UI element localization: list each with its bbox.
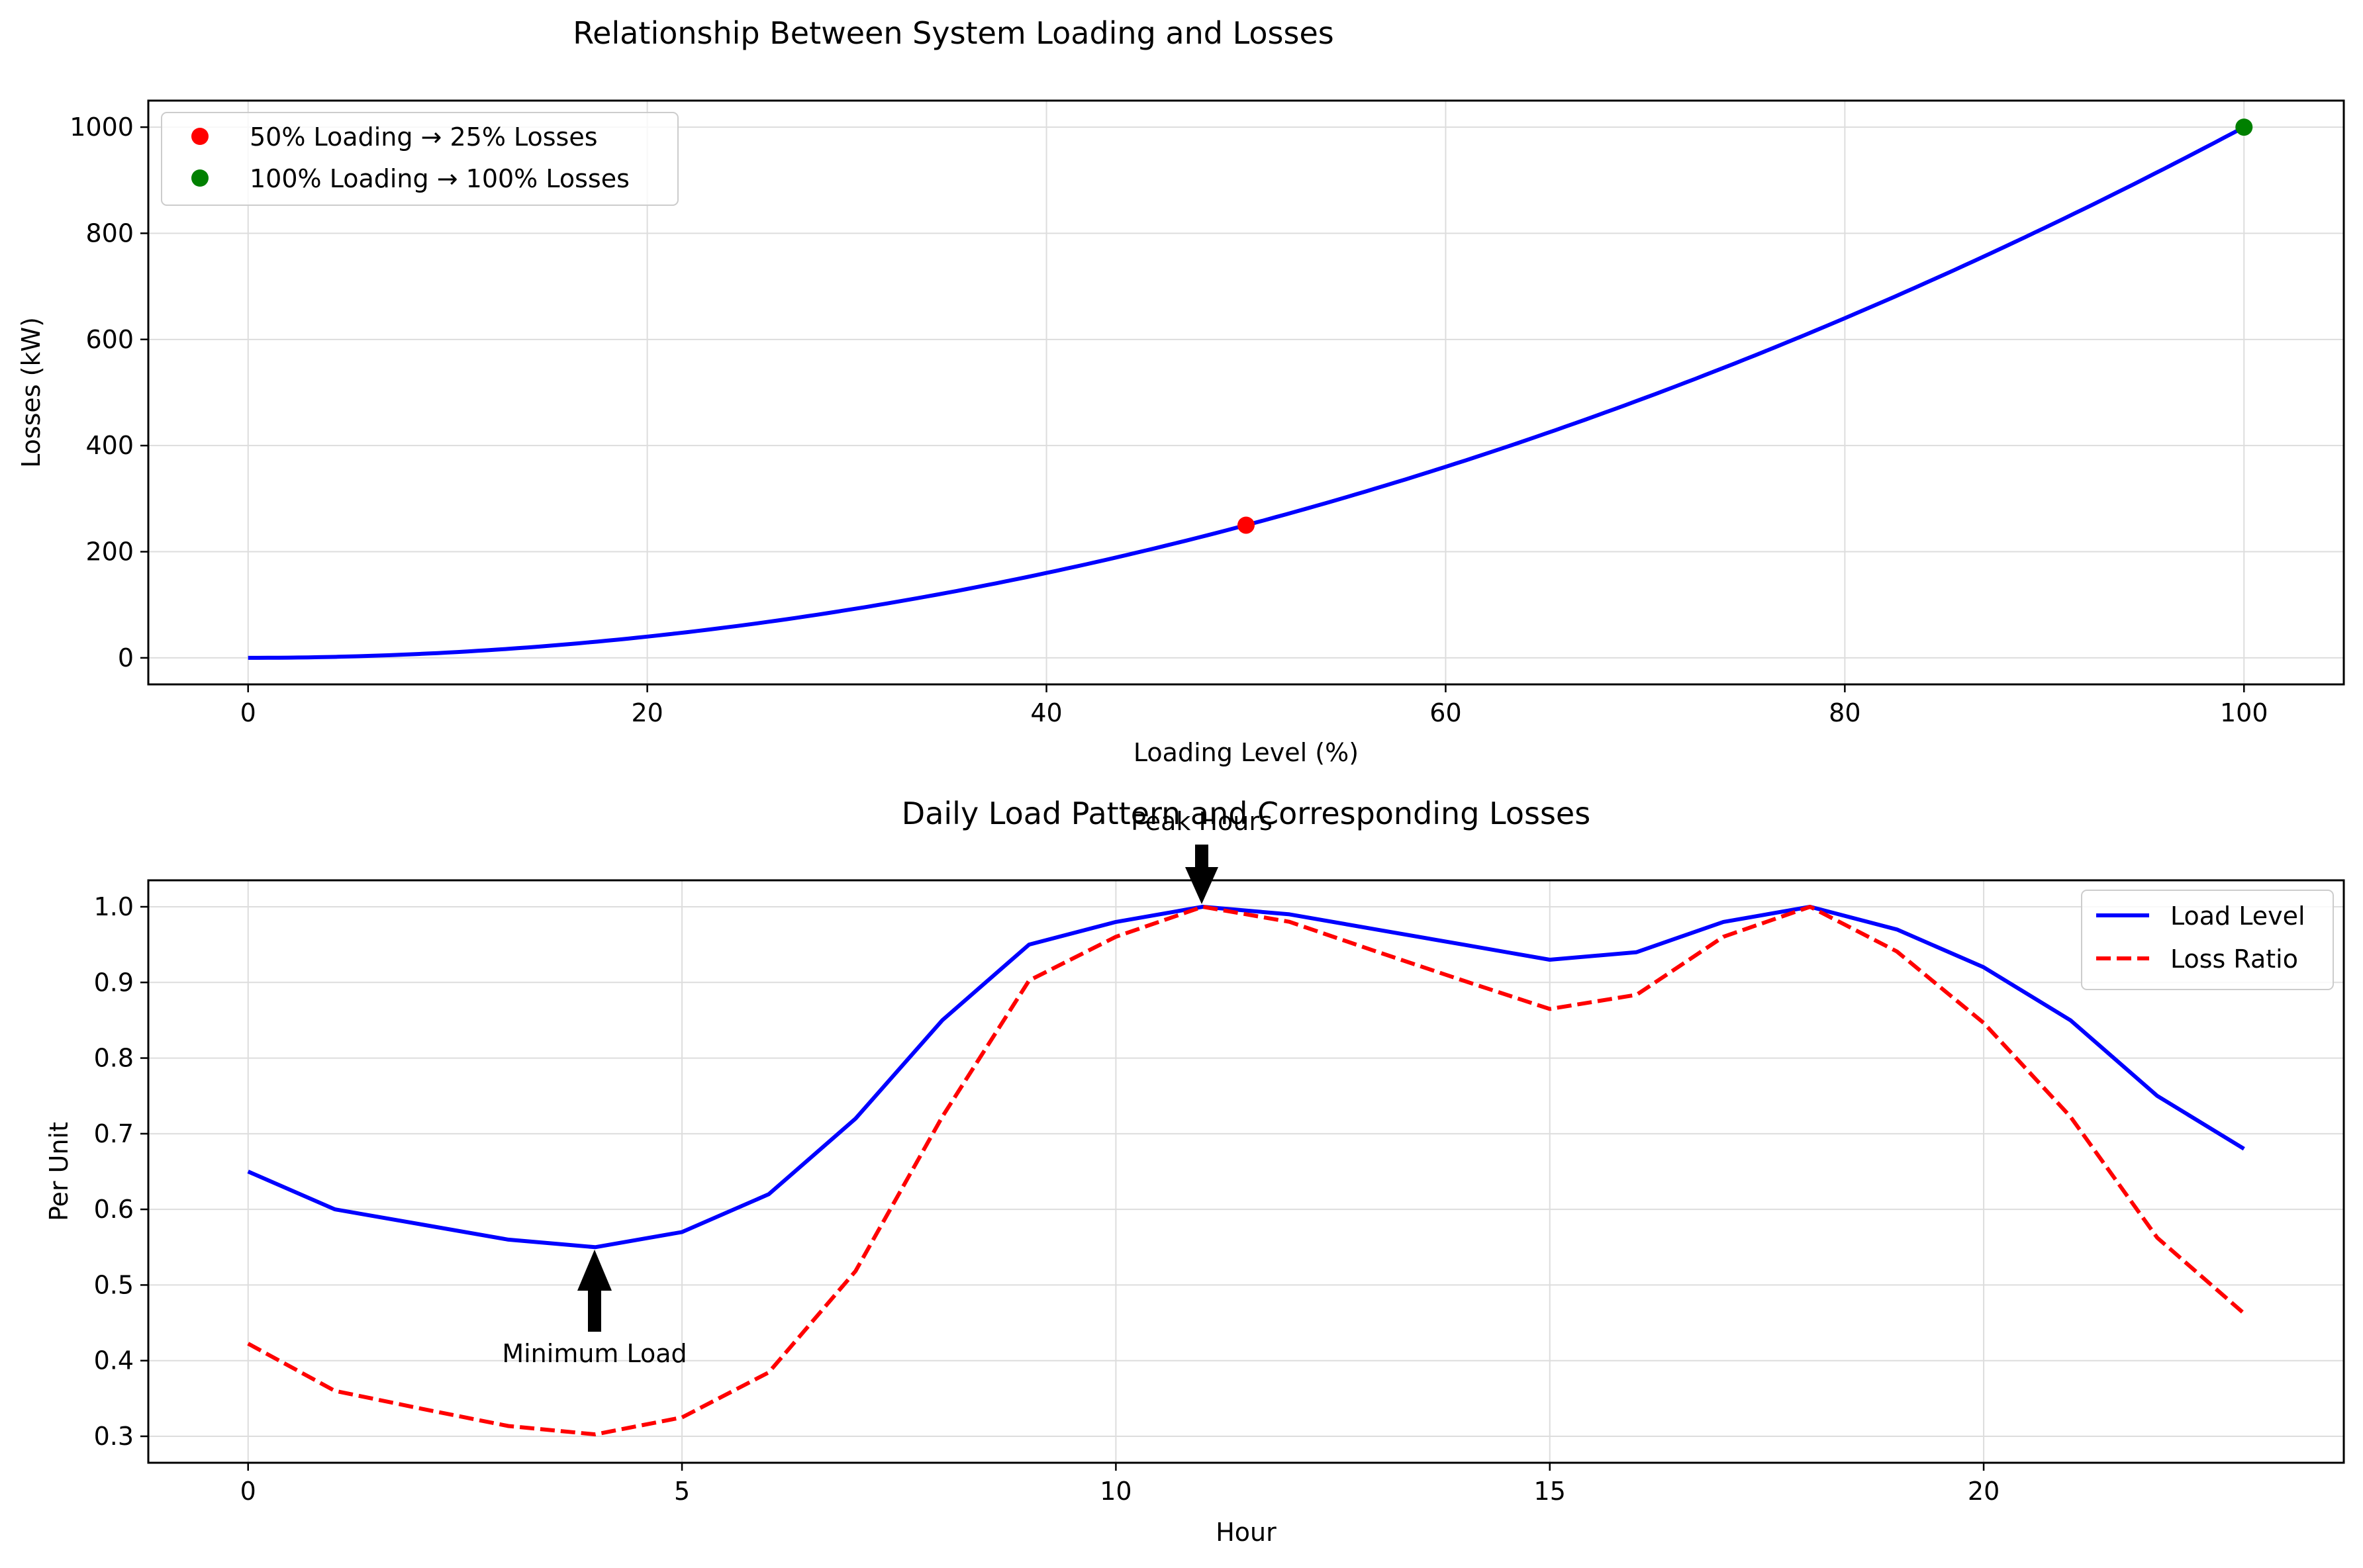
chart-bottom-ylabel: Per Unit (44, 1122, 73, 1221)
legend-label-50: 50% Loading → 25% Losses (250, 122, 598, 152)
chart-bottom-annotations: Peak Hours Minimum Load (502, 807, 1272, 1368)
y-tick-label: 1.0 (94, 892, 134, 921)
chart-top-ylabel: Losses (kW) (17, 317, 46, 468)
chart-bottom-ticks: 0 5 10 15 20 0.3 0.4 0.5 0.6 0.7 0.8 0.9 1.0 (94, 892, 2000, 1506)
y-tick-label: 800 (85, 218, 134, 248)
y-tick-label: 200 (85, 537, 134, 567)
chart-bottom-xlabel: Hour (1216, 1518, 1277, 1547)
chart-top-data (248, 118, 2253, 660)
chart-bottom-frame (147, 879, 2345, 1464)
chart-bottom-data (247, 905, 2246, 1437)
x-tick-label: 80 (1829, 698, 1860, 727)
point-50-loading (1237, 516, 1255, 534)
y-tick-label: 1000 (70, 113, 134, 142)
x-tick-label: 60 (1429, 698, 1461, 727)
peak-hours-arrow (1185, 845, 1218, 904)
legend-marker-red (191, 128, 209, 145)
chart-top-frame (147, 99, 2345, 686)
x-tick-label: 100 (2220, 698, 2268, 727)
loss-ratio-line (247, 905, 2246, 1437)
y-tick-label: 600 (85, 325, 134, 354)
point-100-loading (2235, 118, 2253, 136)
x-tick-label: 20 (1968, 1477, 2000, 1506)
y-tick-label: 0.7 (94, 1119, 134, 1148)
y-tick-label: 0 (118, 643, 134, 672)
legend-label-100: 100% Loading → 100% Losses (250, 164, 630, 193)
legend-box (161, 112, 679, 206)
x-tick-label: 15 (1534, 1477, 1566, 1506)
chart-top-legend: 50% Loading → 25% Losses 100% Loading → … (161, 112, 679, 206)
chart-top-xlabel: Loading Level (%) (1133, 738, 1359, 767)
x-tick-label: 0 (240, 1477, 256, 1506)
legend-marker-green (191, 169, 209, 187)
y-tick-label: 400 (85, 431, 134, 460)
peak-hours-label: Peak Hours (1131, 807, 1273, 836)
y-tick-label: 0.4 (94, 1346, 134, 1375)
chart-top: Relationship Between System Loading and … (17, 15, 2345, 767)
chart-bottom-grid (148, 880, 2344, 1463)
legend-label-load: Load Level (2170, 901, 2305, 931)
x-tick-label: 5 (674, 1477, 690, 1506)
chart-top-title: Relationship Between System Loading and … (573, 15, 1333, 51)
y-tick-label: 0.3 (94, 1422, 134, 1451)
x-tick-label: 0 (240, 698, 256, 727)
y-tick-label: 0.9 (94, 968, 134, 997)
x-tick-label: 20 (631, 698, 663, 727)
y-tick-label: 0.5 (94, 1270, 134, 1299)
load-level-line (247, 905, 2245, 1250)
legend-label-loss: Loss Ratio (2170, 945, 2298, 974)
y-tick-label: 0.8 (94, 1044, 134, 1073)
chart-top-grid (148, 101, 2344, 684)
minimum-load-arrow (577, 1250, 612, 1332)
chart-bottom-legend: Load Level Loss Ratio (2081, 890, 2334, 990)
x-tick-label: 10 (1100, 1477, 1132, 1506)
chart-bottom-title: Daily Load Pattern and Corresponding Los… (902, 796, 1590, 831)
chart-bottom: Daily Load Pattern and Corresponding Los… (44, 796, 2345, 1547)
y-tick-label: 0.6 (94, 1195, 134, 1224)
minimum-load-label: Minimum Load (502, 1339, 687, 1368)
x-tick-label: 40 (1030, 698, 1062, 727)
